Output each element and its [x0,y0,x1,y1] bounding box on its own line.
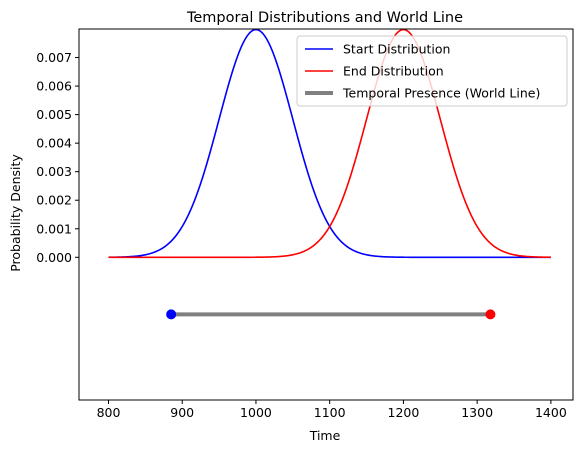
y-tick-label: 0.000 [36,250,72,265]
y-tick-label: 0.005 [36,107,72,122]
x-tick-label: 1000 [240,405,272,420]
x-tick-label: 1400 [535,405,567,420]
chart-title: Temporal Distributions and World Line [186,10,463,26]
y-tick-label: 0.007 [36,50,72,65]
x-tick-label: 1300 [461,405,493,420]
y-tick-label: 0.001 [36,221,72,236]
y-axis-title: Probability Density [8,154,23,272]
legend-label: Temporal Presence (World Line) [342,86,540,101]
x-tick-label: 900 [170,405,194,420]
legend-label: Start Distribution [343,42,450,57]
world-line-endpoint-marker [166,309,177,320]
axes-frame [78,28,574,401]
x-axis-title: Time [309,428,341,443]
x-tick-label: 800 [97,405,121,420]
series-line [108,28,551,259]
legend: Start Distribution End Distribution Tempor… [296,35,568,107]
legend-box [296,35,568,107]
y-tick-label: 0.002 [36,193,72,208]
y-tick-label: 0.006 [36,79,72,94]
legend-label: End Distribution [343,64,444,79]
world-line-endpoint-marker [485,309,496,320]
x-tick-label: 1200 [388,405,420,420]
plot-area [108,28,551,320]
y-tick-label: 0.003 [36,164,72,179]
x-tick-label: 1100 [314,405,346,420]
y-tick-label: 0.004 [36,136,72,151]
axis-ticks: 800 900 1000 1100 1200 1300 1400 0.000 0.001 0.00… [36,50,567,420]
